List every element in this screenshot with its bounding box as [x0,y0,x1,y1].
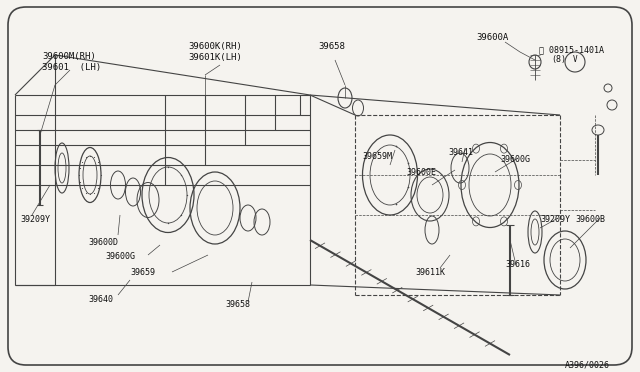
Ellipse shape [607,100,617,110]
Text: A396/0026: A396/0026 [565,360,610,369]
Text: 39600M(RH): 39600M(RH) [42,52,96,61]
Text: 39600A: 39600A [476,33,508,42]
Text: 39658: 39658 [225,300,250,309]
Text: 39600K(RH): 39600K(RH) [188,42,242,51]
Text: 39600G: 39600G [105,252,135,261]
Text: 39640: 39640 [88,295,113,304]
Text: 39600G: 39600G [500,155,530,164]
Text: V: V [573,55,577,64]
Text: 39600E: 39600E [406,168,436,177]
Text: 39616: 39616 [505,260,530,269]
Text: 39611K: 39611K [415,268,445,277]
Text: (8): (8) [551,55,566,64]
Text: 39641: 39641 [448,148,473,157]
Text: 39659M: 39659M [362,152,392,161]
Text: 39209Y: 39209Y [20,215,50,224]
Text: 39601K(LH): 39601K(LH) [188,53,242,62]
Text: 39601  (LH): 39601 (LH) [42,63,101,72]
Text: 39209Y: 39209Y [540,215,570,224]
Text: 39600B: 39600B [575,215,605,224]
Text: 39658: 39658 [318,42,345,51]
Text: 39600D: 39600D [88,238,118,247]
Text: 39659: 39659 [130,268,155,277]
Text: Ⓥ 08915-1401A: Ⓥ 08915-1401A [539,45,604,54]
